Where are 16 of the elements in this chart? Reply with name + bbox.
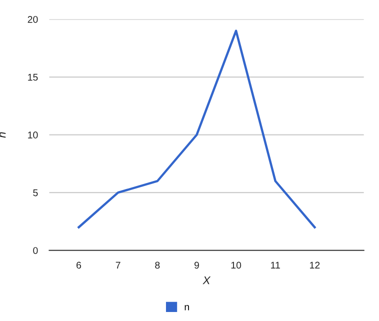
y-tick-label: 10 — [28, 132, 38, 138]
y-tick-label: 20 — [28, 16, 38, 23]
x-tick-label: 9 — [194, 262, 199, 269]
x-axis-title: X — [202, 276, 211, 284]
legend-label: n — [184, 305, 189, 310]
x-tick-label: 8 — [155, 262, 160, 269]
x-tick-label: 7 — [116, 262, 120, 269]
y-tick-label: 5 — [33, 189, 38, 196]
y-axis-title: n — [0, 132, 6, 138]
x-tick-label: 6 — [76, 262, 82, 269]
x-tick-label: 12 — [310, 262, 320, 269]
x-tick-label: 11 — [271, 262, 280, 269]
y-tick-label: 0 — [33, 247, 38, 254]
y-tick-label: 15 — [28, 74, 38, 81]
line-series — [78, 30, 316, 228]
x-tick-label: 10 — [231, 262, 242, 269]
